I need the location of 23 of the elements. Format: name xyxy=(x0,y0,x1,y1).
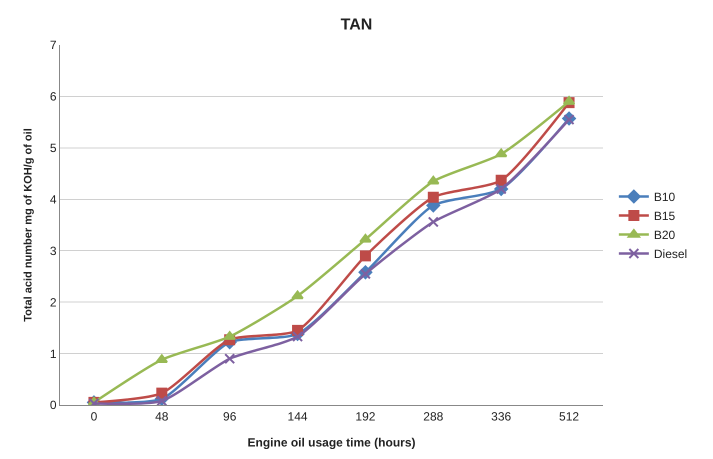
x-tick-label: 96 xyxy=(223,409,237,424)
legend-label: Diesel xyxy=(654,247,688,262)
y-tick-label: 4 xyxy=(50,192,57,206)
legend-label: B20 xyxy=(654,228,676,242)
y-tick-label: 3 xyxy=(50,244,57,258)
y-tick-label: 1 xyxy=(50,346,57,361)
y-tick-label: 5 xyxy=(50,141,57,156)
legend-label: B10 xyxy=(654,190,676,204)
x-tick-label: 0 xyxy=(90,409,98,424)
x-axis-title: Engine oil usage time (hours) xyxy=(247,435,416,450)
y-tick-label: 2 xyxy=(50,295,57,310)
y-tick-label: 0 xyxy=(50,398,57,412)
legend-label: B15 xyxy=(654,209,676,224)
x-tick-label: 336 xyxy=(491,409,512,424)
y-axis-title: Total acid number mg of KOH/g of oil xyxy=(22,128,35,322)
x-tick-label: 48 xyxy=(155,409,169,424)
x-tick-label: 288 xyxy=(423,409,444,424)
chart-title: TAN xyxy=(340,16,372,34)
y-tick-label: 7 xyxy=(50,38,57,52)
x-tick-label: 144 xyxy=(288,409,308,424)
x-tick-label: 512 xyxy=(559,409,580,424)
y-tick-label: 6 xyxy=(50,90,57,104)
x-tick-label: 192 xyxy=(355,409,376,424)
